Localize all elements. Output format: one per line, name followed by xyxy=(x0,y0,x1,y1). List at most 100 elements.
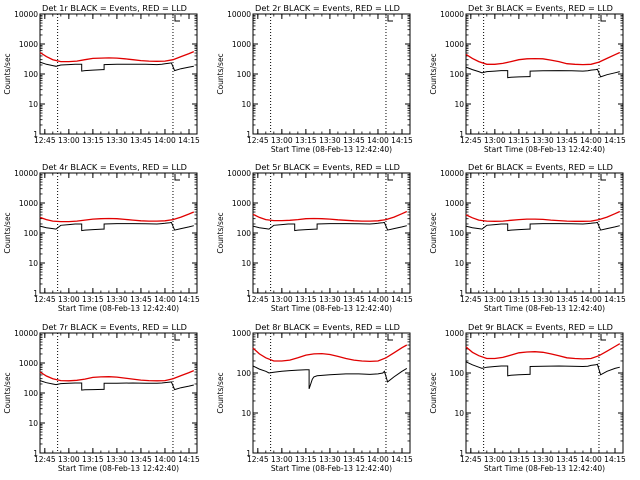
y-tick-label: 10000 xyxy=(227,10,251,19)
x-tick-label: 13:00 xyxy=(271,295,293,304)
chart-title: Det 8r BLACK = Events, RED = LLD xyxy=(255,322,400,332)
x-tick-label: 14:00 xyxy=(154,136,176,145)
series-line-lld xyxy=(39,50,195,63)
x-tick-label: 14:00 xyxy=(580,136,602,145)
x-tick-label: 14:15 xyxy=(391,136,413,145)
x-tick-label: 13:15 xyxy=(82,455,104,464)
series-line-lld xyxy=(465,210,621,222)
x-tick-label: 13:30 xyxy=(532,136,554,145)
x-tick-label: 12:45 xyxy=(247,295,269,304)
x-axis-label: Start Time (08-Feb-13 12:42:40) xyxy=(271,145,392,154)
x-tick-label: 13:00 xyxy=(484,455,506,464)
x-axis-label: Start Time (08-Feb-13 12:42:40) xyxy=(271,464,392,473)
x-tick-label: 13:15 xyxy=(295,455,317,464)
x-tick-label: 13:15 xyxy=(295,295,317,304)
x-tick-label: 13:15 xyxy=(508,295,530,304)
x-tick-label: 13:45 xyxy=(343,136,365,145)
series-line-events xyxy=(39,221,194,232)
y-tick-label: 1 xyxy=(459,449,464,458)
y-tick-label: 1 xyxy=(246,449,251,458)
interval-bracket-icon xyxy=(600,174,606,181)
y-axis-label: Counts/sec xyxy=(216,212,225,253)
y-tick-label: 100 xyxy=(237,369,252,378)
x-tick-label: 13:00 xyxy=(484,295,506,304)
interval-bracket-icon xyxy=(600,15,606,22)
x-tick-label: 12:45 xyxy=(460,295,482,304)
y-axis-label: Counts/sec xyxy=(429,53,438,94)
y-tick-label: 10 xyxy=(454,100,464,109)
interval-bracket-icon xyxy=(600,334,606,341)
y-tick-label: 1000 xyxy=(19,40,38,49)
series-line-lld xyxy=(39,370,195,382)
chart-title: Det 2r BLACK = Events, RED = LLD xyxy=(255,3,400,13)
interval-bracket-icon xyxy=(174,174,180,181)
y-tick-label: 1000 xyxy=(232,199,251,208)
x-tick-label: 13:30 xyxy=(106,295,128,304)
y-tick-label: 1 xyxy=(459,289,464,298)
interval-bracket-icon xyxy=(387,15,393,22)
x-tick-label: 12:45 xyxy=(247,455,269,464)
y-tick-label: 1 xyxy=(246,289,251,298)
x-tick-label: 13:45 xyxy=(556,136,578,145)
y-tick-label: 1 xyxy=(246,130,251,139)
x-axis-label: Start Time (08-Feb-13 12:42:40) xyxy=(484,464,605,473)
x-tick-label: 14:00 xyxy=(154,295,176,304)
y-tick-label: 1 xyxy=(33,449,38,458)
y-tick-label: 1000 xyxy=(232,40,251,49)
x-tick-label: 13:45 xyxy=(556,295,578,304)
y-tick-label: 100 xyxy=(24,389,39,398)
y-tick-label: 10 xyxy=(28,259,38,268)
y-axis-label: Counts/sec xyxy=(429,372,438,413)
y-axis-label: Counts/sec xyxy=(429,212,438,253)
y-tick-label: 100 xyxy=(450,229,465,238)
chart-panel-8: Det 8r BLACK = Events, RED = LLD 1 10 100 10… xyxy=(216,322,413,473)
chart-title: Det 4r BLACK = Events, RED = LLD xyxy=(42,162,187,172)
x-tick-label: 13:30 xyxy=(319,136,341,145)
y-tick-label: 1000 xyxy=(232,329,251,338)
x-tick-label: 14:15 xyxy=(178,295,200,304)
y-tick-label: 10000 xyxy=(14,10,38,19)
x-tick-label: 12:45 xyxy=(460,136,482,145)
x-tick-label: 13:30 xyxy=(532,455,554,464)
series-line-events xyxy=(465,361,620,377)
y-tick-label: 10 xyxy=(454,409,464,418)
series-line-events xyxy=(252,365,408,390)
y-axis-label: Counts/sec xyxy=(3,53,12,94)
chart-title: Det 5r BLACK = Events, RED = LLD xyxy=(255,162,400,172)
y-tick-label: 1 xyxy=(33,130,38,139)
series-line-lld xyxy=(465,51,621,66)
chart-title: Det 3r BLACK = Events, RED = LLD xyxy=(468,3,613,13)
x-tick-label: 14:00 xyxy=(580,455,602,464)
x-tick-label: 14:15 xyxy=(391,455,413,464)
x-tick-label: 14:15 xyxy=(604,295,626,304)
series-line-lld xyxy=(465,343,621,360)
x-tick-label: 13:30 xyxy=(532,295,554,304)
x-tick-label: 14:00 xyxy=(154,455,176,464)
series-line-events xyxy=(252,221,407,232)
x-tick-label: 13:30 xyxy=(106,455,128,464)
x-tick-label: 13:45 xyxy=(130,295,152,304)
interval-bracket-icon xyxy=(387,174,393,181)
x-tick-label: 13:15 xyxy=(295,136,317,145)
plot-frame xyxy=(465,332,624,454)
chart-panel-9: Det 9r BLACK = Events, RED = LLD 1 10 100 10… xyxy=(429,322,626,473)
y-tick-label: 100 xyxy=(237,229,252,238)
chart-panel-4: Det 4r BLACK = Events, RED = LLD 1 10 100 10… xyxy=(3,162,200,313)
y-tick-label: 1000 xyxy=(19,359,38,368)
x-tick-label: 14:00 xyxy=(367,295,389,304)
x-axis-label: Start Time (08-Feb-13 12:42:40) xyxy=(271,304,392,313)
x-tick-label: 13:30 xyxy=(106,136,128,145)
y-tick-label: 10000 xyxy=(440,169,464,178)
y-axis-label: Counts/sec xyxy=(216,53,225,94)
chart-title: Det 1r BLACK = Events, RED = LLD xyxy=(42,3,187,13)
y-tick-label: 10 xyxy=(241,100,251,109)
x-tick-label: 13:45 xyxy=(343,295,365,304)
chart-panel-2: Det 2r BLACK = Events, RED = LLD 1 10 100 10… xyxy=(216,3,413,154)
x-tick-label: 14:00 xyxy=(367,136,389,145)
x-tick-label: 12:45 xyxy=(247,136,269,145)
x-tick-label: 13:45 xyxy=(343,455,365,464)
y-tick-label: 1000 xyxy=(445,199,464,208)
y-tick-label: 100 xyxy=(450,369,465,378)
